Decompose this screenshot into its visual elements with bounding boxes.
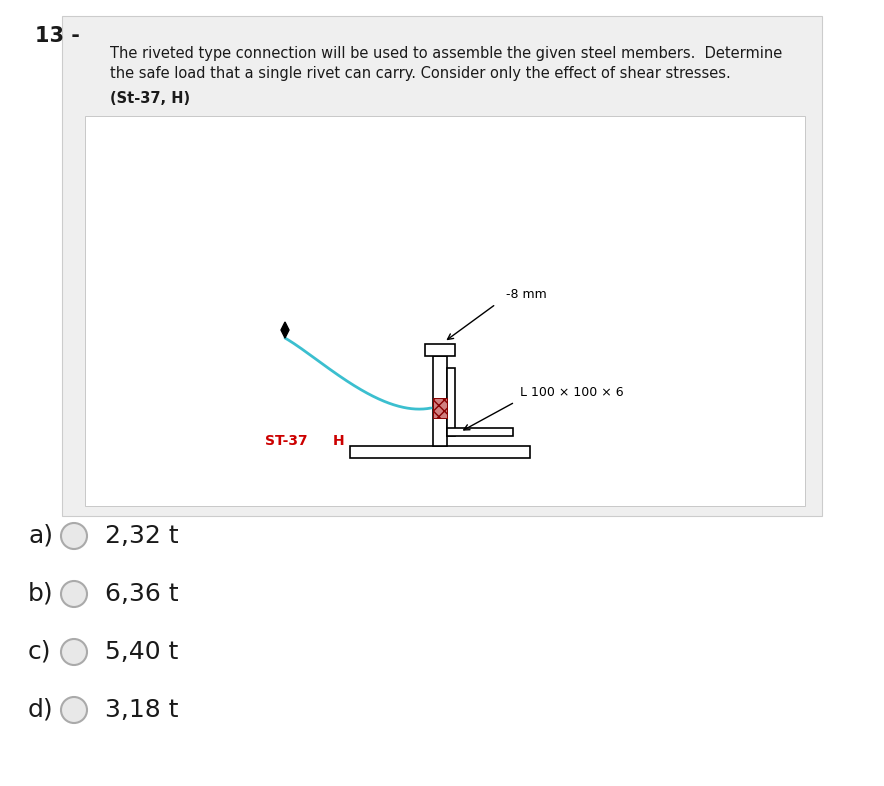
Circle shape bbox=[61, 581, 87, 607]
Text: 13 -: 13 - bbox=[35, 26, 80, 46]
Circle shape bbox=[61, 697, 87, 723]
Text: d): d) bbox=[28, 698, 54, 722]
Text: The riveted type connection will be used to assemble the given steel members.  D: The riveted type connection will be used… bbox=[110, 46, 782, 61]
Text: c): c) bbox=[28, 640, 51, 664]
Bar bbox=[350, 446, 530, 458]
Bar bbox=[447, 368, 455, 436]
Text: -8 mm: -8 mm bbox=[506, 288, 546, 301]
Text: H: H bbox=[333, 434, 345, 448]
Text: L 100 × 100 × 6: L 100 × 100 × 6 bbox=[520, 386, 623, 399]
Circle shape bbox=[61, 523, 87, 549]
Bar bbox=[433, 356, 447, 446]
Text: ST-37: ST-37 bbox=[265, 434, 308, 448]
Text: 6,36 t: 6,36 t bbox=[105, 582, 179, 606]
Text: the safe load that a single rivet can carry. Consider only the effect of shear s: the safe load that a single rivet can ca… bbox=[110, 66, 731, 81]
Text: 5,40 t: 5,40 t bbox=[105, 640, 179, 664]
Polygon shape bbox=[281, 322, 289, 338]
Text: 2,32 t: 2,32 t bbox=[105, 524, 179, 548]
Text: a): a) bbox=[28, 524, 53, 548]
Text: b): b) bbox=[28, 582, 54, 606]
Bar bbox=[85, 116, 805, 506]
Text: (St-37, H): (St-37, H) bbox=[110, 91, 190, 106]
Circle shape bbox=[61, 639, 87, 665]
Bar bbox=[62, 16, 822, 516]
Text: 3,18 t: 3,18 t bbox=[105, 698, 179, 722]
Bar bbox=[447, 428, 513, 436]
Bar bbox=[425, 344, 455, 356]
Bar bbox=[433, 398, 447, 418]
